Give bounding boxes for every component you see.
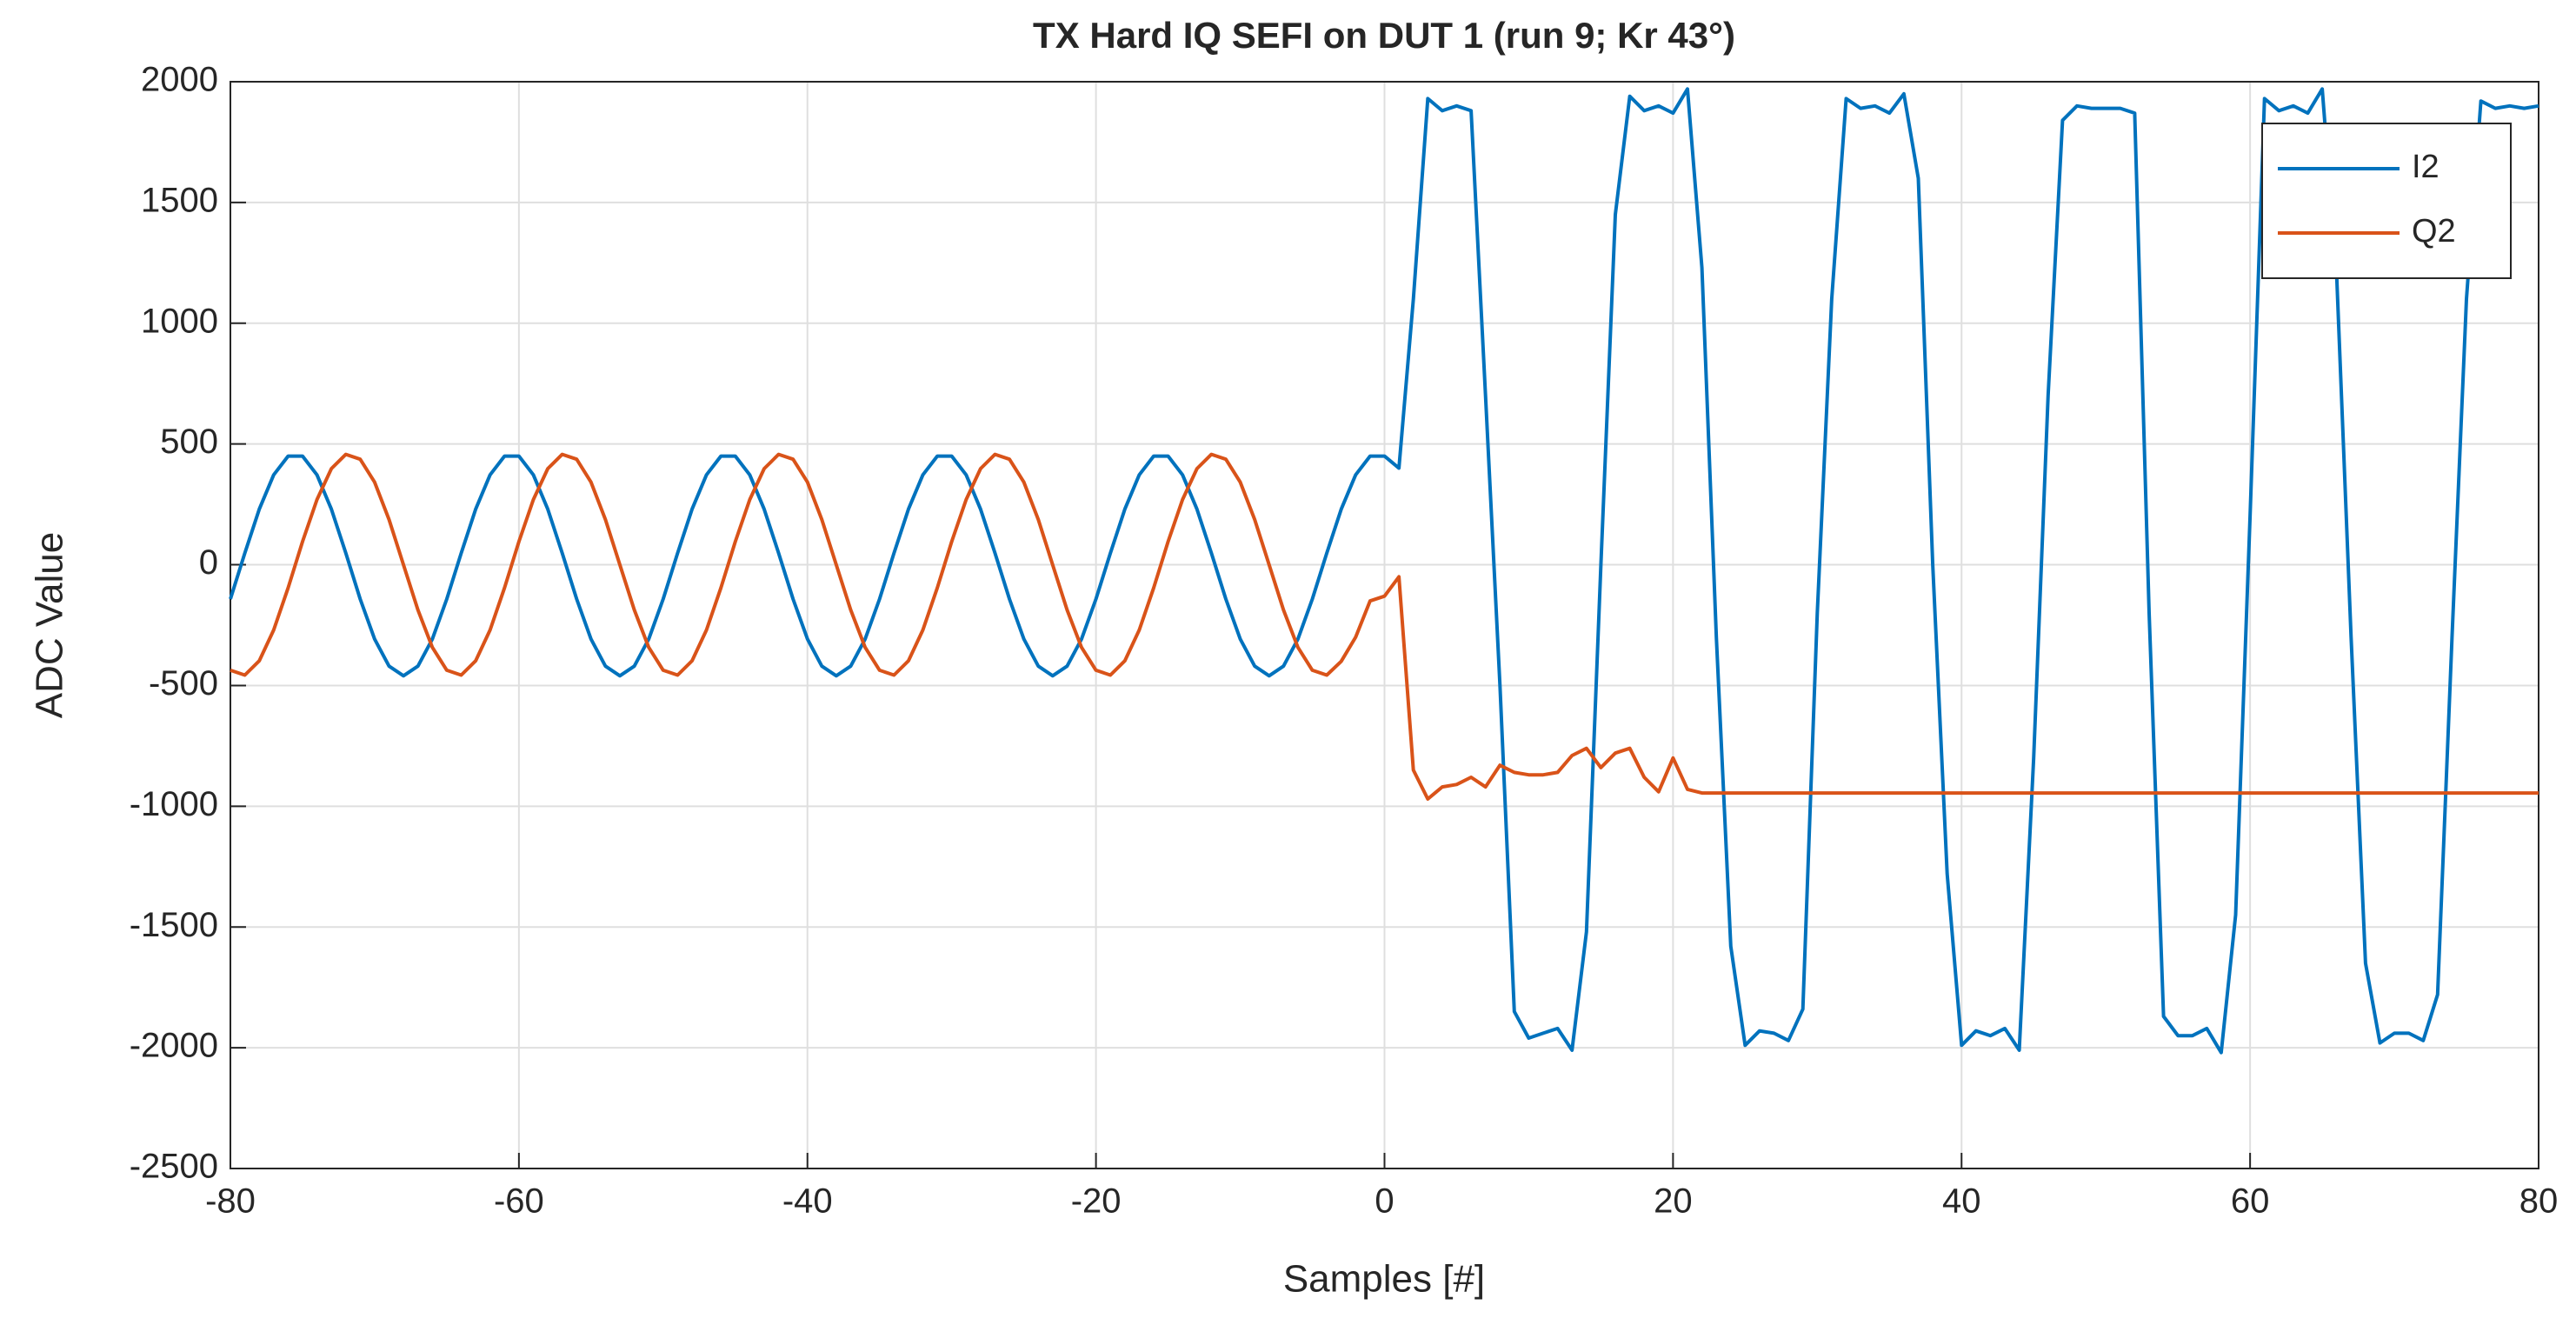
y-tick-label: -1500 bbox=[130, 906, 218, 944]
x-tick-label: -80 bbox=[205, 1182, 256, 1221]
x-tick-label: 80 bbox=[2519, 1182, 2559, 1221]
y-tick-label: 1000 bbox=[141, 302, 218, 340]
data-line bbox=[229, 87, 2539, 1055]
legend-box bbox=[2261, 123, 2512, 279]
y-tick-label: -2000 bbox=[130, 1027, 218, 1065]
x-tick-label: -20 bbox=[1071, 1182, 1122, 1221]
y-tick-label: 1500 bbox=[141, 181, 218, 219]
plot-frame bbox=[230, 81, 2539, 1169]
legend-label: Q2 bbox=[2412, 213, 2456, 250]
chart-title: TX Hard IQ SEFI on DUT 1 (run 9; Kr 43°) bbox=[1033, 15, 1735, 56]
x-tick-label: 0 bbox=[1375, 1182, 1394, 1221]
y-axis-label: ADC Value bbox=[29, 532, 71, 718]
y-tick-label: 500 bbox=[160, 423, 218, 461]
y-tick-label: 0 bbox=[199, 543, 218, 582]
x-tick-label: -60 bbox=[494, 1182, 544, 1221]
x-axis-label: Samples [#] bbox=[1283, 1258, 1485, 1301]
x-tick-label: 20 bbox=[1654, 1182, 1693, 1221]
y-tick-label: -1000 bbox=[130, 785, 218, 823]
y-tick-label: -500 bbox=[149, 664, 218, 702]
x-tick-label: 60 bbox=[2231, 1182, 2270, 1221]
legend-label: I2 bbox=[2412, 149, 2440, 185]
x-tick-label: 40 bbox=[1942, 1182, 1981, 1221]
data-line bbox=[230, 452, 2539, 801]
y-tick-label: -2500 bbox=[130, 1148, 218, 1186]
y-tick-label: 2000 bbox=[141, 61, 218, 99]
x-tick-label: -40 bbox=[782, 1182, 833, 1221]
